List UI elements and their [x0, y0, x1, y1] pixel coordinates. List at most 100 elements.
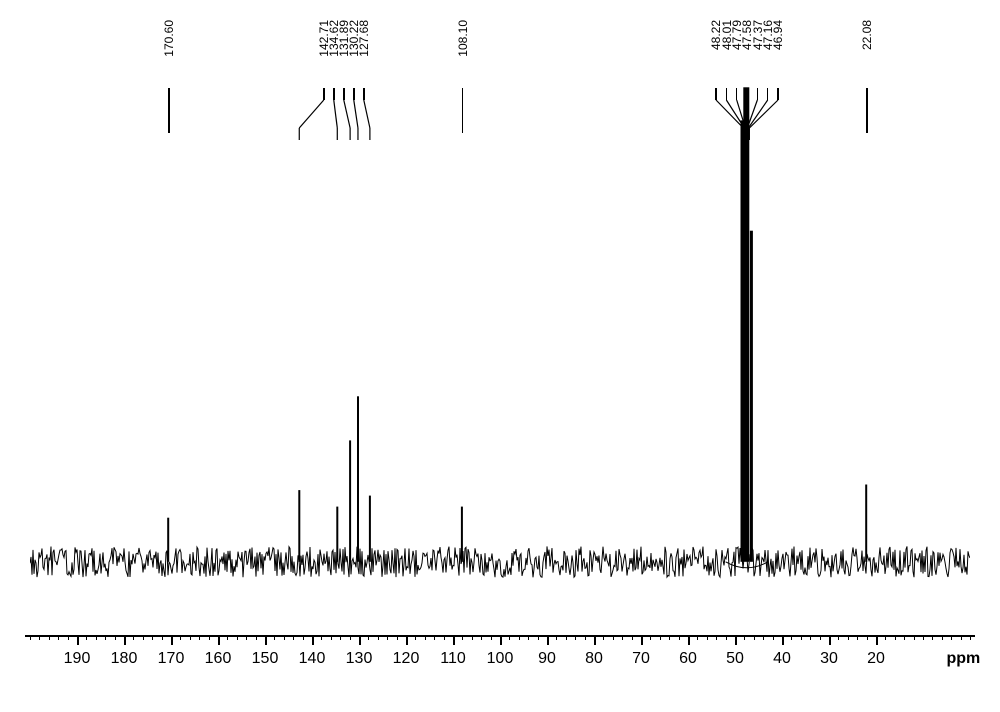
axis-tick-label: 150 [245, 650, 285, 668]
axis-tick-minor [679, 635, 680, 640]
axis-tick-minor [397, 635, 398, 640]
axis-tick-minor [914, 635, 915, 640]
axis-tick-minor [519, 635, 520, 640]
axis-tick-minor [415, 635, 416, 640]
axis-tick [500, 635, 502, 645]
axis-tick-label: 170 [151, 650, 191, 668]
axis-tick-minor [96, 635, 97, 640]
axis-tick-label: 90 [527, 650, 567, 668]
axis-tick-minor [105, 635, 106, 640]
axis-tick-minor [378, 635, 379, 640]
axis-tick-minor [744, 635, 745, 640]
axis-tick-minor [951, 635, 952, 640]
axis-tick-label: 50 [715, 650, 755, 668]
axis-tick-minor [199, 635, 200, 640]
axis-tick [265, 635, 267, 645]
axis-tick [77, 635, 79, 645]
axis-tick-minor [791, 635, 792, 640]
axis-tick-minor [773, 635, 774, 640]
axis-tick [453, 635, 455, 645]
axis-tick-minor [86, 635, 87, 640]
axis-tick-minor [848, 635, 849, 640]
axis-tick-minor [368, 635, 369, 640]
axis-tick [829, 635, 831, 645]
axis-tick [641, 635, 643, 645]
axis-tick [594, 635, 596, 645]
axis-tick-minor [763, 635, 764, 640]
axis-tick-minor [716, 635, 717, 640]
axis-tick-label: 120 [386, 650, 426, 668]
axis-tick-minor [575, 635, 576, 640]
axis-tick-label: 60 [668, 650, 708, 668]
axis-tick-minor [942, 635, 943, 640]
axis-tick-minor [190, 635, 191, 640]
axis-tick-minor [885, 635, 886, 640]
axis-tick-minor [237, 635, 238, 640]
axis-tick [782, 635, 784, 645]
axis-tick-minor [707, 635, 708, 640]
nmr-spectrum-chart: 170.60142.71134.62131.89130.22127.68108.… [0, 0, 1000, 712]
axis-tick-minor [425, 635, 426, 640]
axis-tick-minor [350, 635, 351, 640]
axis-tick-minor [810, 635, 811, 640]
axis-tick [406, 635, 408, 645]
axis-tick-label: 180 [104, 650, 144, 668]
axis-tick-minor [509, 635, 510, 640]
axis-tick-minor [820, 635, 821, 640]
axis-tick-label: 70 [621, 650, 661, 668]
axis-tick-label: 100 [480, 650, 520, 668]
axis-tick-minor [227, 635, 228, 640]
axis-tick-minor [481, 635, 482, 640]
axis-tick-minor [434, 635, 435, 640]
axis-tick-minor [669, 635, 670, 640]
axis-tick-minor [30, 635, 31, 640]
axis-tick [171, 635, 173, 645]
axis-tick-minor [932, 635, 933, 640]
axis-tick-minor [528, 635, 529, 640]
axis-tick-label: 140 [292, 650, 332, 668]
axis-tick-minor [293, 635, 294, 640]
axis-tick-minor [256, 635, 257, 640]
axis-tick-minor [650, 635, 651, 640]
axis-tick-minor [970, 635, 971, 640]
axis-tick-minor [303, 635, 304, 640]
axis-tick [547, 635, 549, 645]
axis-tick-minor [538, 635, 539, 640]
axis-tick-minor [387, 635, 388, 640]
axis-tick-minor [162, 635, 163, 640]
axis-tick-minor [284, 635, 285, 640]
axis-tick-minor [895, 635, 896, 640]
axis-tick-minor [622, 635, 623, 640]
axis-tick-minor [39, 635, 40, 640]
axis-tick-minor [143, 635, 144, 640]
axis-tick-minor [115, 635, 116, 640]
axis-tick [735, 635, 737, 645]
axis-tick-minor [613, 635, 614, 640]
axis-tick-minor [961, 635, 962, 640]
axis-tick-minor [697, 635, 698, 640]
axis-tick-label: 130 [339, 650, 379, 668]
axis-tick [124, 635, 126, 645]
axis-tick-minor [321, 635, 322, 640]
axis-tick-minor [566, 635, 567, 640]
axis-tick-minor [603, 635, 604, 640]
axis-tick-minor [444, 635, 445, 640]
axis-tick-minor [246, 635, 247, 640]
axis-tick-minor [340, 635, 341, 640]
axis-tick-label: 20 [856, 650, 896, 668]
axis-tick-minor [923, 635, 924, 640]
axis-tick-minor [632, 635, 633, 640]
axis-tick-minor [660, 635, 661, 640]
axis-tick [218, 635, 220, 645]
axis-tick-minor [867, 635, 868, 640]
axis-tick-minor [801, 635, 802, 640]
axis-tick-label: 40 [762, 650, 802, 668]
axis-tick-minor [754, 635, 755, 640]
peak-label-mark [866, 88, 868, 133]
axis-tick-minor [726, 635, 727, 640]
axis-tick-label: 190 [57, 650, 97, 668]
axis-tick-minor [585, 635, 586, 640]
axis-tick-label: 80 [574, 650, 614, 668]
axis-tick-minor [331, 635, 332, 640]
peak-label-connector [0, 0, 1000, 160]
